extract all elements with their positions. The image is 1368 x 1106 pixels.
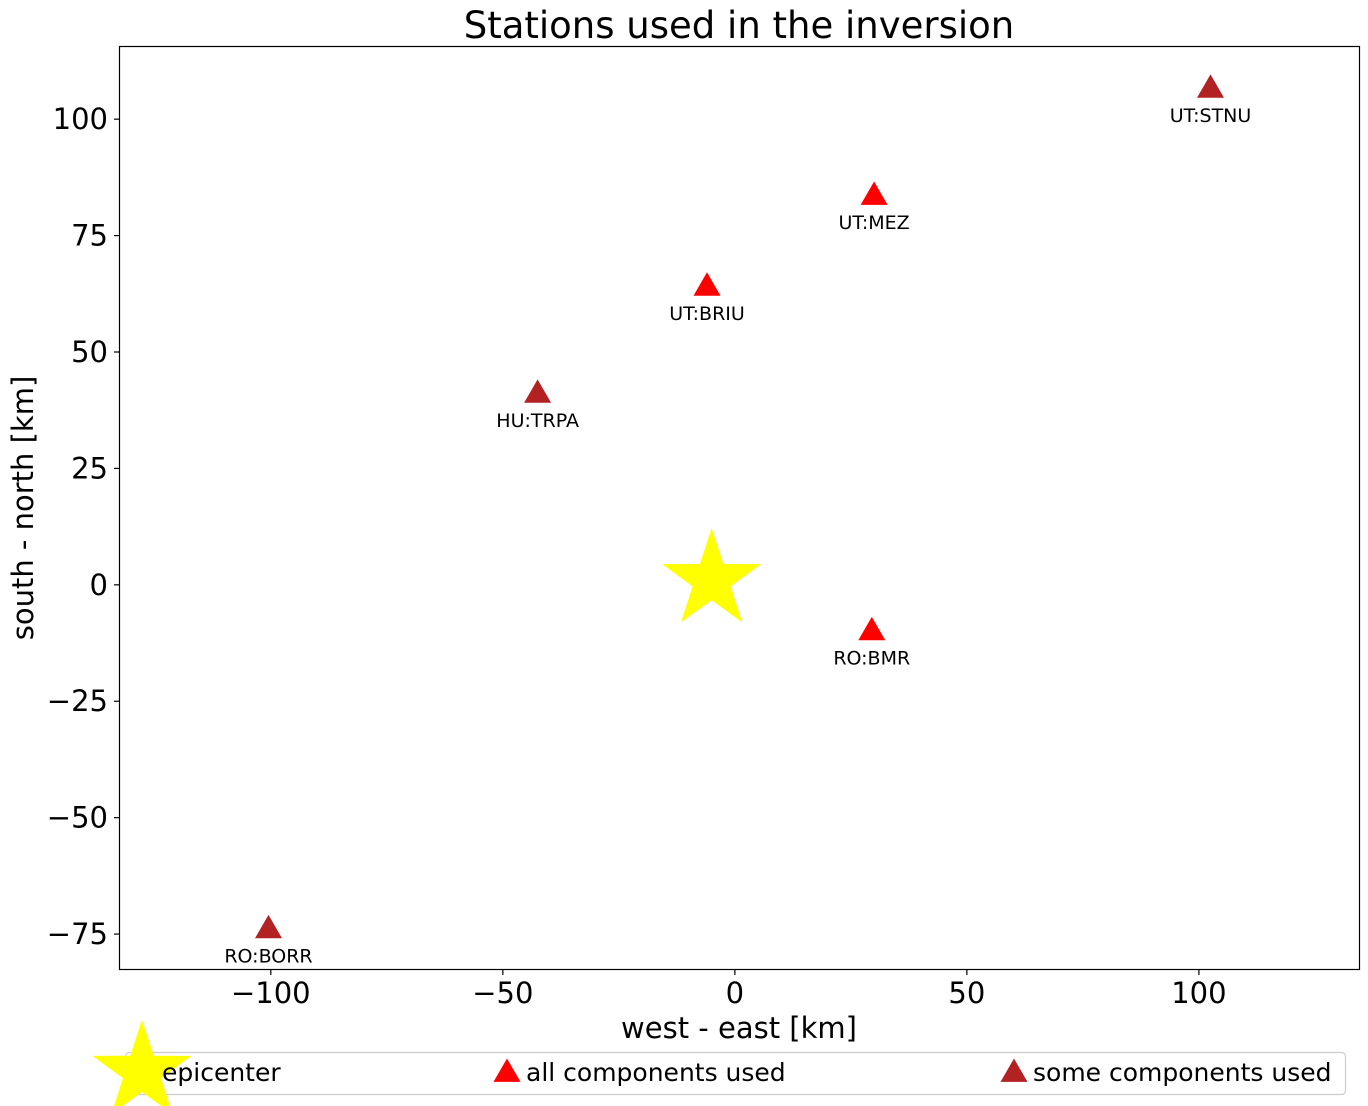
station-label: HU:TRPA [496,410,579,432]
y-axis: −75 −50 −25 0 25 50 75 100 [47,102,120,951]
legend-label-epicenter: epicenter [162,1058,281,1087]
x-tick-label: 0 [726,976,744,1010]
station-label: UT:MEZ [838,212,909,234]
y-tick-label: −25 [47,684,108,718]
chart-title: Stations used in the inversion [464,4,1015,47]
legend-some-components-triangle-icon [1000,1058,1028,1082]
y-tick-label: 0 [90,568,108,602]
epicenter-star [662,528,762,623]
station-marker [255,914,282,939]
y-tick-label: 75 [71,219,108,253]
station-marker [693,272,721,296]
station-label: RO:BORR [224,945,312,967]
y-tick-label: −50 [47,801,108,835]
legend-all-components-triangle-icon [493,1058,521,1082]
x-tick-label: 50 [948,976,985,1010]
station-marker [1197,74,1224,98]
y-tick-label: 25 [71,451,108,485]
x-tick-label: −100 [231,976,311,1010]
y-tick-label: 100 [53,102,108,136]
station-marker [524,379,552,403]
data-marks: UT:MEZ UT:BRIU RO:BMR UT:STNU HU:TRPA RO:BORR [224,74,1251,967]
station-label: UT:BRIU [669,303,745,325]
legend: epicenter all components used some compo… [92,1020,1347,1106]
y-tick-label: 50 [71,335,108,369]
y-tick-label: −75 [47,917,108,951]
station-label: RO:BMR [833,647,910,669]
station-marker [860,181,888,205]
legend-label-some-components: some components used [1033,1058,1332,1087]
legend-epicenter-star-icon [92,1020,192,1106]
station-label: UT:STNU [1170,105,1252,127]
station-marker [858,616,886,641]
x-axis: −100 −50 0 50 100 [231,969,1227,1010]
legend-label-all-components: all components used [526,1058,786,1087]
y-axis-label: south - north [km] [6,376,40,641]
x-axis-label: west - east [km] [621,1011,857,1045]
plot-area [118,45,1361,971]
x-tick-label: 100 [1171,976,1226,1010]
x-tick-label: −50 [472,976,533,1010]
